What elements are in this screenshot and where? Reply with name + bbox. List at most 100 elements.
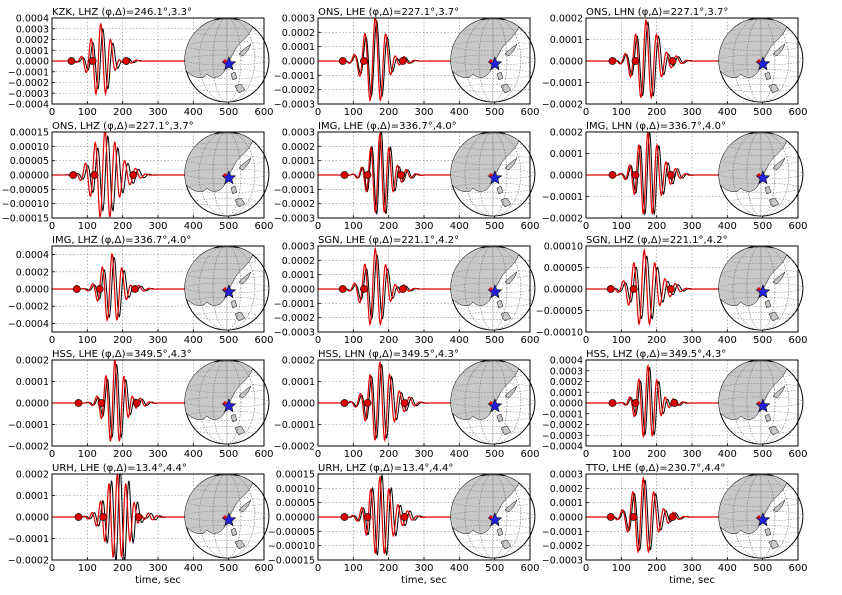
x-tick-label: 600 (520, 107, 539, 118)
island (234, 425, 246, 436)
panel-4: ONS, LHZ (φ,Δ)=227.1°,3.7° 0 100 200 300 400 5… (2, 121, 274, 232)
x-tick-label: 600 (254, 107, 273, 118)
x-tick-label: 0 (49, 107, 55, 118)
x-tick-label: 400 (718, 335, 737, 346)
x-tick-label: 0 (583, 221, 589, 232)
graticule-line (226, 360, 228, 444)
x-tick-label: 100 (344, 449, 363, 460)
window-marker (666, 285, 675, 293)
window-marker (631, 399, 640, 407)
x-tick-label: 600 (788, 107, 807, 118)
x-tick-label: 500 (219, 221, 238, 232)
x-tick-label: 0 (315, 563, 321, 574)
y-tick-label: 0.0000 (16, 399, 49, 410)
x-tick-label: 400 (718, 449, 737, 460)
y-tick-label: 0.0000 (550, 399, 583, 410)
panel-10: HSS, LHE (φ,Δ)=349.5°,4.3° 0 100 200 300 400 5… (8, 349, 274, 460)
axes-frame (317, 17, 531, 105)
y-tick-label: −0.0004 (542, 442, 583, 453)
x-tick-label: 200 (113, 221, 132, 232)
window-marker (360, 285, 368, 293)
x-tick-label: 0 (583, 107, 589, 118)
graticule-line (464, 18, 522, 102)
x-tick-label: 100 (344, 563, 363, 574)
y-tick-label: 0.00010 (10, 142, 49, 153)
x-tick-label: 400 (184, 221, 203, 232)
x-tick-label: 400 (450, 107, 469, 118)
x-tick-label: 400 (450, 221, 469, 232)
graticule-line (226, 18, 228, 102)
y-tick-label: −0.0002 (274, 442, 315, 453)
window-marker (670, 399, 679, 407)
graticule-line (492, 246, 494, 330)
island (234, 539, 246, 550)
x-tick-label: 200 (379, 563, 398, 574)
x-axis-label: time, sec (135, 575, 181, 586)
axes-frame (585, 17, 799, 105)
graticule-line (732, 474, 790, 558)
y-tick-label: −0.0003 (542, 556, 583, 567)
window-marker (631, 171, 640, 179)
y-tick-label: −0.0001 (542, 192, 583, 203)
panel-title: ONS, LHE (φ,Δ)=227.1°,3.7° (318, 7, 459, 18)
x-tick-label: 100 (612, 449, 631, 460)
y-tick-label: 0.0002 (16, 356, 49, 367)
y-tick-label: −0.00005 (536, 306, 583, 317)
y-tick-label: −0.0002 (274, 199, 315, 210)
x-tick-label: 0 (315, 107, 321, 118)
graticule-line (226, 246, 228, 330)
y-tick-label: −0.0002 (542, 541, 583, 552)
panel-title: IMG, LHZ (φ,Δ)=336.7°,4.0° (52, 235, 191, 246)
island (764, 71, 772, 81)
event-marker (223, 173, 227, 177)
x-tick-label: 300 (414, 449, 433, 460)
graticule-line (464, 360, 522, 444)
x-tick-label: 0 (315, 335, 321, 346)
graticule-line (732, 360, 790, 444)
window-marker (629, 513, 638, 521)
graticule-line (198, 360, 256, 444)
graticule-line (478, 18, 508, 102)
graticule-line (464, 132, 522, 216)
island (764, 299, 772, 309)
graticule-line (492, 132, 494, 216)
x-tick-label: 600 (254, 563, 273, 574)
x-tick-label: 0 (583, 335, 589, 346)
y-tick-label: −0.0001 (274, 185, 315, 196)
y-tick-label: 0.00000 (276, 513, 315, 524)
window-marker (74, 513, 83, 521)
graticule-line (212, 18, 242, 102)
x-tick-label: 400 (718, 221, 737, 232)
window-marker (97, 399, 106, 407)
globe-inset (450, 17, 536, 103)
x-tick-label: 600 (254, 449, 273, 460)
event-marker (223, 59, 227, 63)
y-tick-label: 0.0002 (16, 470, 49, 481)
x-tick-label: 300 (414, 335, 433, 346)
axes-frame (51, 131, 265, 219)
globe-inset (718, 17, 804, 103)
axes-frame (585, 245, 799, 333)
y-tick-label: −0.0004 (8, 100, 49, 111)
x-tick-label: 0 (583, 449, 589, 460)
globe-inset (718, 359, 804, 445)
x-tick-label: 100 (78, 335, 97, 346)
graticule-line (746, 474, 776, 558)
x-tick-label: 200 (647, 107, 666, 118)
graticule-line (732, 246, 790, 330)
island (234, 197, 246, 208)
y-tick-label: 0.0000 (282, 285, 315, 296)
x-tick-label: 200 (113, 563, 132, 574)
y-tick-label: −0.0002 (8, 78, 49, 89)
y-tick-label: −0.0001 (542, 78, 583, 89)
x-tick-label: 400 (184, 335, 203, 346)
x-tick-label: 300 (148, 335, 167, 346)
y-tick-label: −0.0002 (8, 442, 49, 453)
y-tick-label: −0.00005 (2, 185, 49, 196)
graticule-line (464, 474, 522, 558)
panel-title: TTO, LHE (φ,Δ)=230.7°,4.4° (585, 463, 725, 474)
axes-frame (585, 131, 799, 219)
x-tick-label: 600 (254, 335, 273, 346)
event-marker (489, 287, 493, 291)
window-marker (131, 285, 139, 293)
